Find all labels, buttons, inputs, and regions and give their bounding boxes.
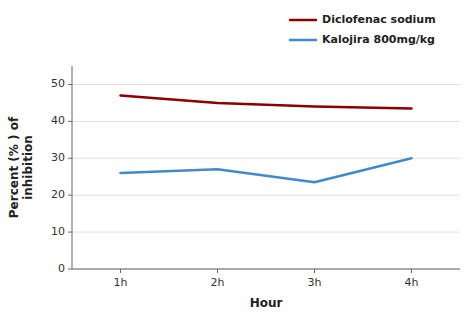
tick-label: 50 (51, 77, 65, 90)
chart-container: 0 10 20 30 40 50 1h 2h 3h 4h Hour Percent (% ) ofin… (0, 0, 474, 315)
tick-mark (217, 269, 218, 273)
tick-mark (314, 269, 315, 273)
tick-label: 2h (211, 276, 225, 289)
tick-mark (68, 121, 72, 122)
plot-area (121, 96, 412, 183)
grid-line (72, 195, 460, 196)
line (121, 158, 412, 182)
tick-mark (120, 269, 121, 273)
tick-mark (68, 195, 72, 196)
tick-mark (68, 84, 72, 85)
tick-label: 30 (51, 151, 65, 164)
tick-mark (68, 232, 72, 233)
grid-line (72, 121, 460, 122)
tick-mark (68, 158, 72, 159)
line (121, 96, 412, 109)
tick-mark (68, 269, 72, 270)
grid-line (72, 158, 460, 159)
grid-line (72, 269, 460, 270)
x-axis (72, 269, 460, 270)
legend-label: Diclofenac sodium (322, 13, 436, 26)
chart: 0 10 20 30 40 50 1h 2h 3h 4h Hour Percent (% ) ofin… (0, 0, 474, 315)
tick-label: 10 (51, 225, 65, 238)
tick-label: 4h (405, 276, 419, 289)
tick-label: 0 (58, 262, 65, 275)
x-axis-label: Hour (250, 296, 283, 310)
legend-swatch (290, 39, 316, 42)
y-axis (72, 66, 73, 269)
tick-label: 3h (308, 276, 322, 289)
grid-line (72, 84, 460, 85)
y-axis-label: Percent (% ) ofinhibition (7, 116, 35, 218)
legend: Diclofenac sodium Kalojira 800mg/kg (290, 13, 436, 46)
tick-label: 1h (114, 276, 128, 289)
tick-label: 20 (51, 188, 65, 201)
tick-mark (411, 269, 412, 273)
grid-line (72, 232, 460, 233)
legend-label: Kalojira 800mg/kg (322, 33, 435, 46)
tick-label: 40 (51, 114, 65, 127)
legend-swatch (290, 19, 316, 22)
